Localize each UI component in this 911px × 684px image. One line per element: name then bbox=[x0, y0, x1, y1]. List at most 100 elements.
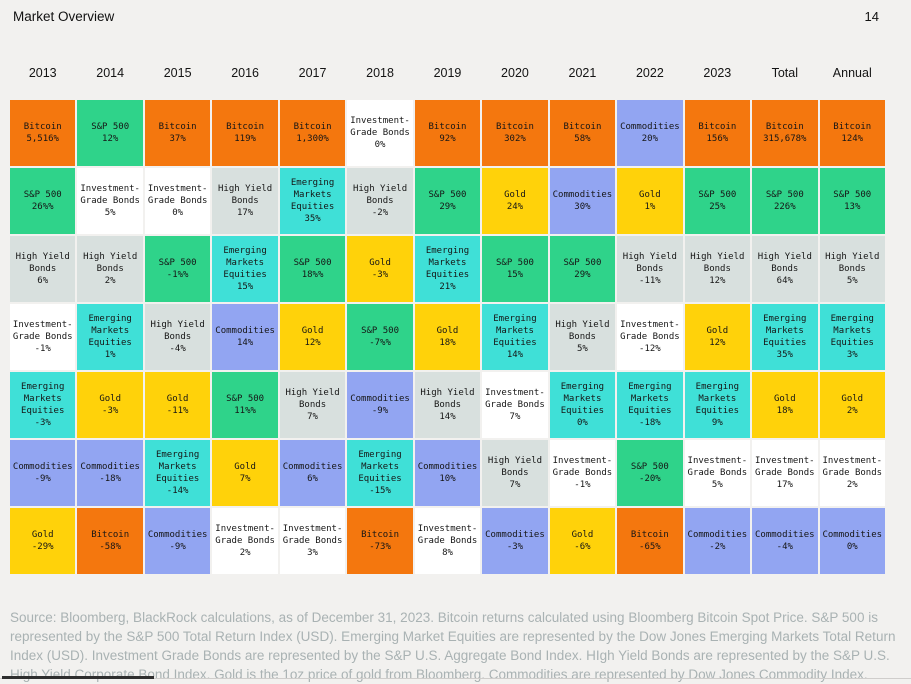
grid-cell: S&P 500 12% bbox=[77, 100, 143, 166]
grid-cell: S&P 500 25% bbox=[684, 168, 751, 234]
asset-label: Bitcoin bbox=[495, 122, 534, 132]
grid-cell: High Yield Bonds -4% bbox=[144, 304, 211, 370]
asset-label: Gold bbox=[504, 190, 526, 200]
grid-cell: Commodities 0% bbox=[819, 508, 885, 574]
asset-return-value: 14% bbox=[236, 338, 254, 348]
asset-return-value: -18% bbox=[639, 418, 661, 428]
asset-label: Bitcoin bbox=[765, 122, 804, 132]
asset-return-value: 92% bbox=[439, 134, 456, 144]
asset-return-value: 30% bbox=[574, 202, 591, 212]
asset-return-value: 13% bbox=[844, 202, 861, 212]
asset-return-value: 0% bbox=[576, 418, 588, 428]
asset-label: Commodities bbox=[417, 462, 478, 472]
asset-label: Investment-Grade Bonds bbox=[12, 320, 73, 342]
grid-cell: High Yield Bonds 5% bbox=[819, 236, 885, 302]
column-header: 2016 bbox=[231, 66, 260, 80]
grid-cell: Investment-Grade Bonds -12% bbox=[617, 304, 683, 370]
grid-cell: Bitcoin 5,516% bbox=[10, 100, 76, 166]
asset-return-value: -18% bbox=[99, 474, 122, 484]
asset-return-value: 12% bbox=[102, 134, 119, 144]
column-header: 2013 bbox=[28, 66, 57, 80]
asset-label: Bitcoin bbox=[563, 122, 602, 132]
asset-label: S&P 500 bbox=[158, 258, 197, 268]
asset-return-value: 1% bbox=[644, 202, 656, 212]
asset-return-value: -9% bbox=[34, 474, 51, 484]
grid-cell: Gold 7% bbox=[212, 440, 278, 506]
asset-label: Bitcoin bbox=[293, 122, 332, 132]
asset-return-value: 2% bbox=[846, 480, 858, 490]
asset-return-value: 9% bbox=[711, 418, 723, 428]
grid-cell: Bitcoin 58% bbox=[549, 100, 616, 166]
grid-cell: Commodities 14% bbox=[212, 304, 278, 370]
asset-label: Investment-Grade Bonds bbox=[147, 184, 208, 206]
asset-label: Investment-Grade Bonds bbox=[80, 184, 140, 206]
grid-cell: High Yield Bonds 7% bbox=[482, 440, 548, 506]
asset-return-value: 7% bbox=[239, 474, 251, 484]
asset-return-value: 35% bbox=[304, 214, 321, 224]
asset-label: Gold bbox=[99, 394, 122, 404]
grid-cell: Investment-Grade Bonds 3% bbox=[279, 508, 346, 574]
grid-cell: High Yield Bonds -11% bbox=[617, 236, 683, 302]
asset-return-value: -1% bbox=[574, 480, 591, 490]
asset-return-value: 1,300% bbox=[296, 134, 329, 144]
asset-return-value: 5% bbox=[576, 344, 588, 354]
asset-label: S&P 500 bbox=[361, 326, 399, 336]
grid-cell: Commodities -9% bbox=[347, 372, 413, 438]
grid-cell: Investment-Grade Bonds 17% bbox=[752, 440, 818, 506]
asset-label: Commodities bbox=[552, 190, 613, 200]
asset-label: S&P 500 bbox=[563, 258, 602, 268]
grid-cell: Bitcoin 37% bbox=[144, 100, 211, 166]
asset-label: Emerging Markets Equities bbox=[21, 382, 65, 416]
asset-return-value: -7%% bbox=[369, 338, 391, 348]
asset-return-value: -9% bbox=[371, 406, 389, 416]
asset-return-value: 0% bbox=[172, 208, 184, 218]
grid-cell: Emerging Markets Equities 3% bbox=[819, 304, 885, 370]
asset-return-value: -2% bbox=[709, 542, 726, 552]
grid-cell: High Yield Bonds 7% bbox=[279, 372, 346, 438]
asset-label: Gold bbox=[166, 394, 189, 404]
asset-return-value: 12% bbox=[709, 338, 726, 348]
asset-label: Bitcoin bbox=[698, 122, 737, 132]
asset-label: Emerging Markets Equities bbox=[88, 314, 132, 348]
source-footnote: Source: Bloomberg, BlackRock calculation… bbox=[10, 610, 896, 682]
asset-label: Commodities bbox=[485, 530, 545, 540]
asset-return-value: 12% bbox=[304, 338, 321, 348]
grid-cell: S&P 500 226% bbox=[752, 168, 818, 234]
asset-label: Investment-Grade Bonds bbox=[754, 456, 815, 478]
asset-return-value: -20% bbox=[639, 474, 661, 484]
asset-return-value: -3% bbox=[34, 418, 51, 428]
grid-cell: Emerging Markets Equities -15% bbox=[347, 440, 413, 506]
asset-return-value: 24% bbox=[506, 202, 524, 212]
grid-cell: High Yield Bonds 2% bbox=[77, 236, 143, 302]
grid-cell: S&P 500 13% bbox=[819, 168, 885, 234]
asset-return-value: 6% bbox=[37, 276, 49, 286]
grid-cell: Investment-Grade Bonds 8% bbox=[414, 508, 481, 574]
asset-return-value: 0% bbox=[846, 542, 858, 552]
grid-cell: Emerging Markets Equities 35% bbox=[279, 168, 346, 234]
asset-return-value: 2% bbox=[239, 548, 251, 558]
asset-label: S&P 500 bbox=[698, 190, 737, 200]
asset-label: High Yield Bonds bbox=[218, 184, 273, 206]
grid-cell: High Yield Bonds 5% bbox=[549, 304, 616, 370]
asset-label: Gold bbox=[369, 258, 391, 268]
asset-return-value: -3% bbox=[102, 406, 119, 416]
column-header: 2019 bbox=[433, 66, 462, 80]
asset-label: High Yield Bonds bbox=[825, 252, 880, 274]
grid-cell: Investment-Grade Bonds 5% bbox=[77, 168, 143, 234]
grid-cell: Commodities -2% bbox=[684, 508, 751, 574]
column-header: 2017 bbox=[298, 66, 327, 80]
grid-cell: Gold 18% bbox=[414, 304, 481, 370]
grid-cell: Bitcoin -58% bbox=[77, 508, 143, 574]
grid-cell: Gold 1% bbox=[617, 168, 683, 234]
column-header: 2020 bbox=[501, 66, 529, 80]
asset-return-value: 15% bbox=[236, 282, 254, 292]
asset-return-value: 156% bbox=[706, 134, 729, 144]
asset-label: Investment-Grade Bonds bbox=[620, 320, 680, 342]
asset-return-value: -4% bbox=[776, 542, 793, 552]
asset-label: Bitcoin bbox=[361, 530, 399, 540]
column-header: 2022 bbox=[635, 66, 664, 80]
asset-return-value: -3% bbox=[371, 270, 389, 280]
grid-cell: Investment-Grade Bonds -1% bbox=[10, 304, 76, 370]
grid-cell: Bitcoin 1,300% bbox=[279, 100, 346, 166]
asset-label: Emerging Markets Equities bbox=[290, 178, 335, 212]
